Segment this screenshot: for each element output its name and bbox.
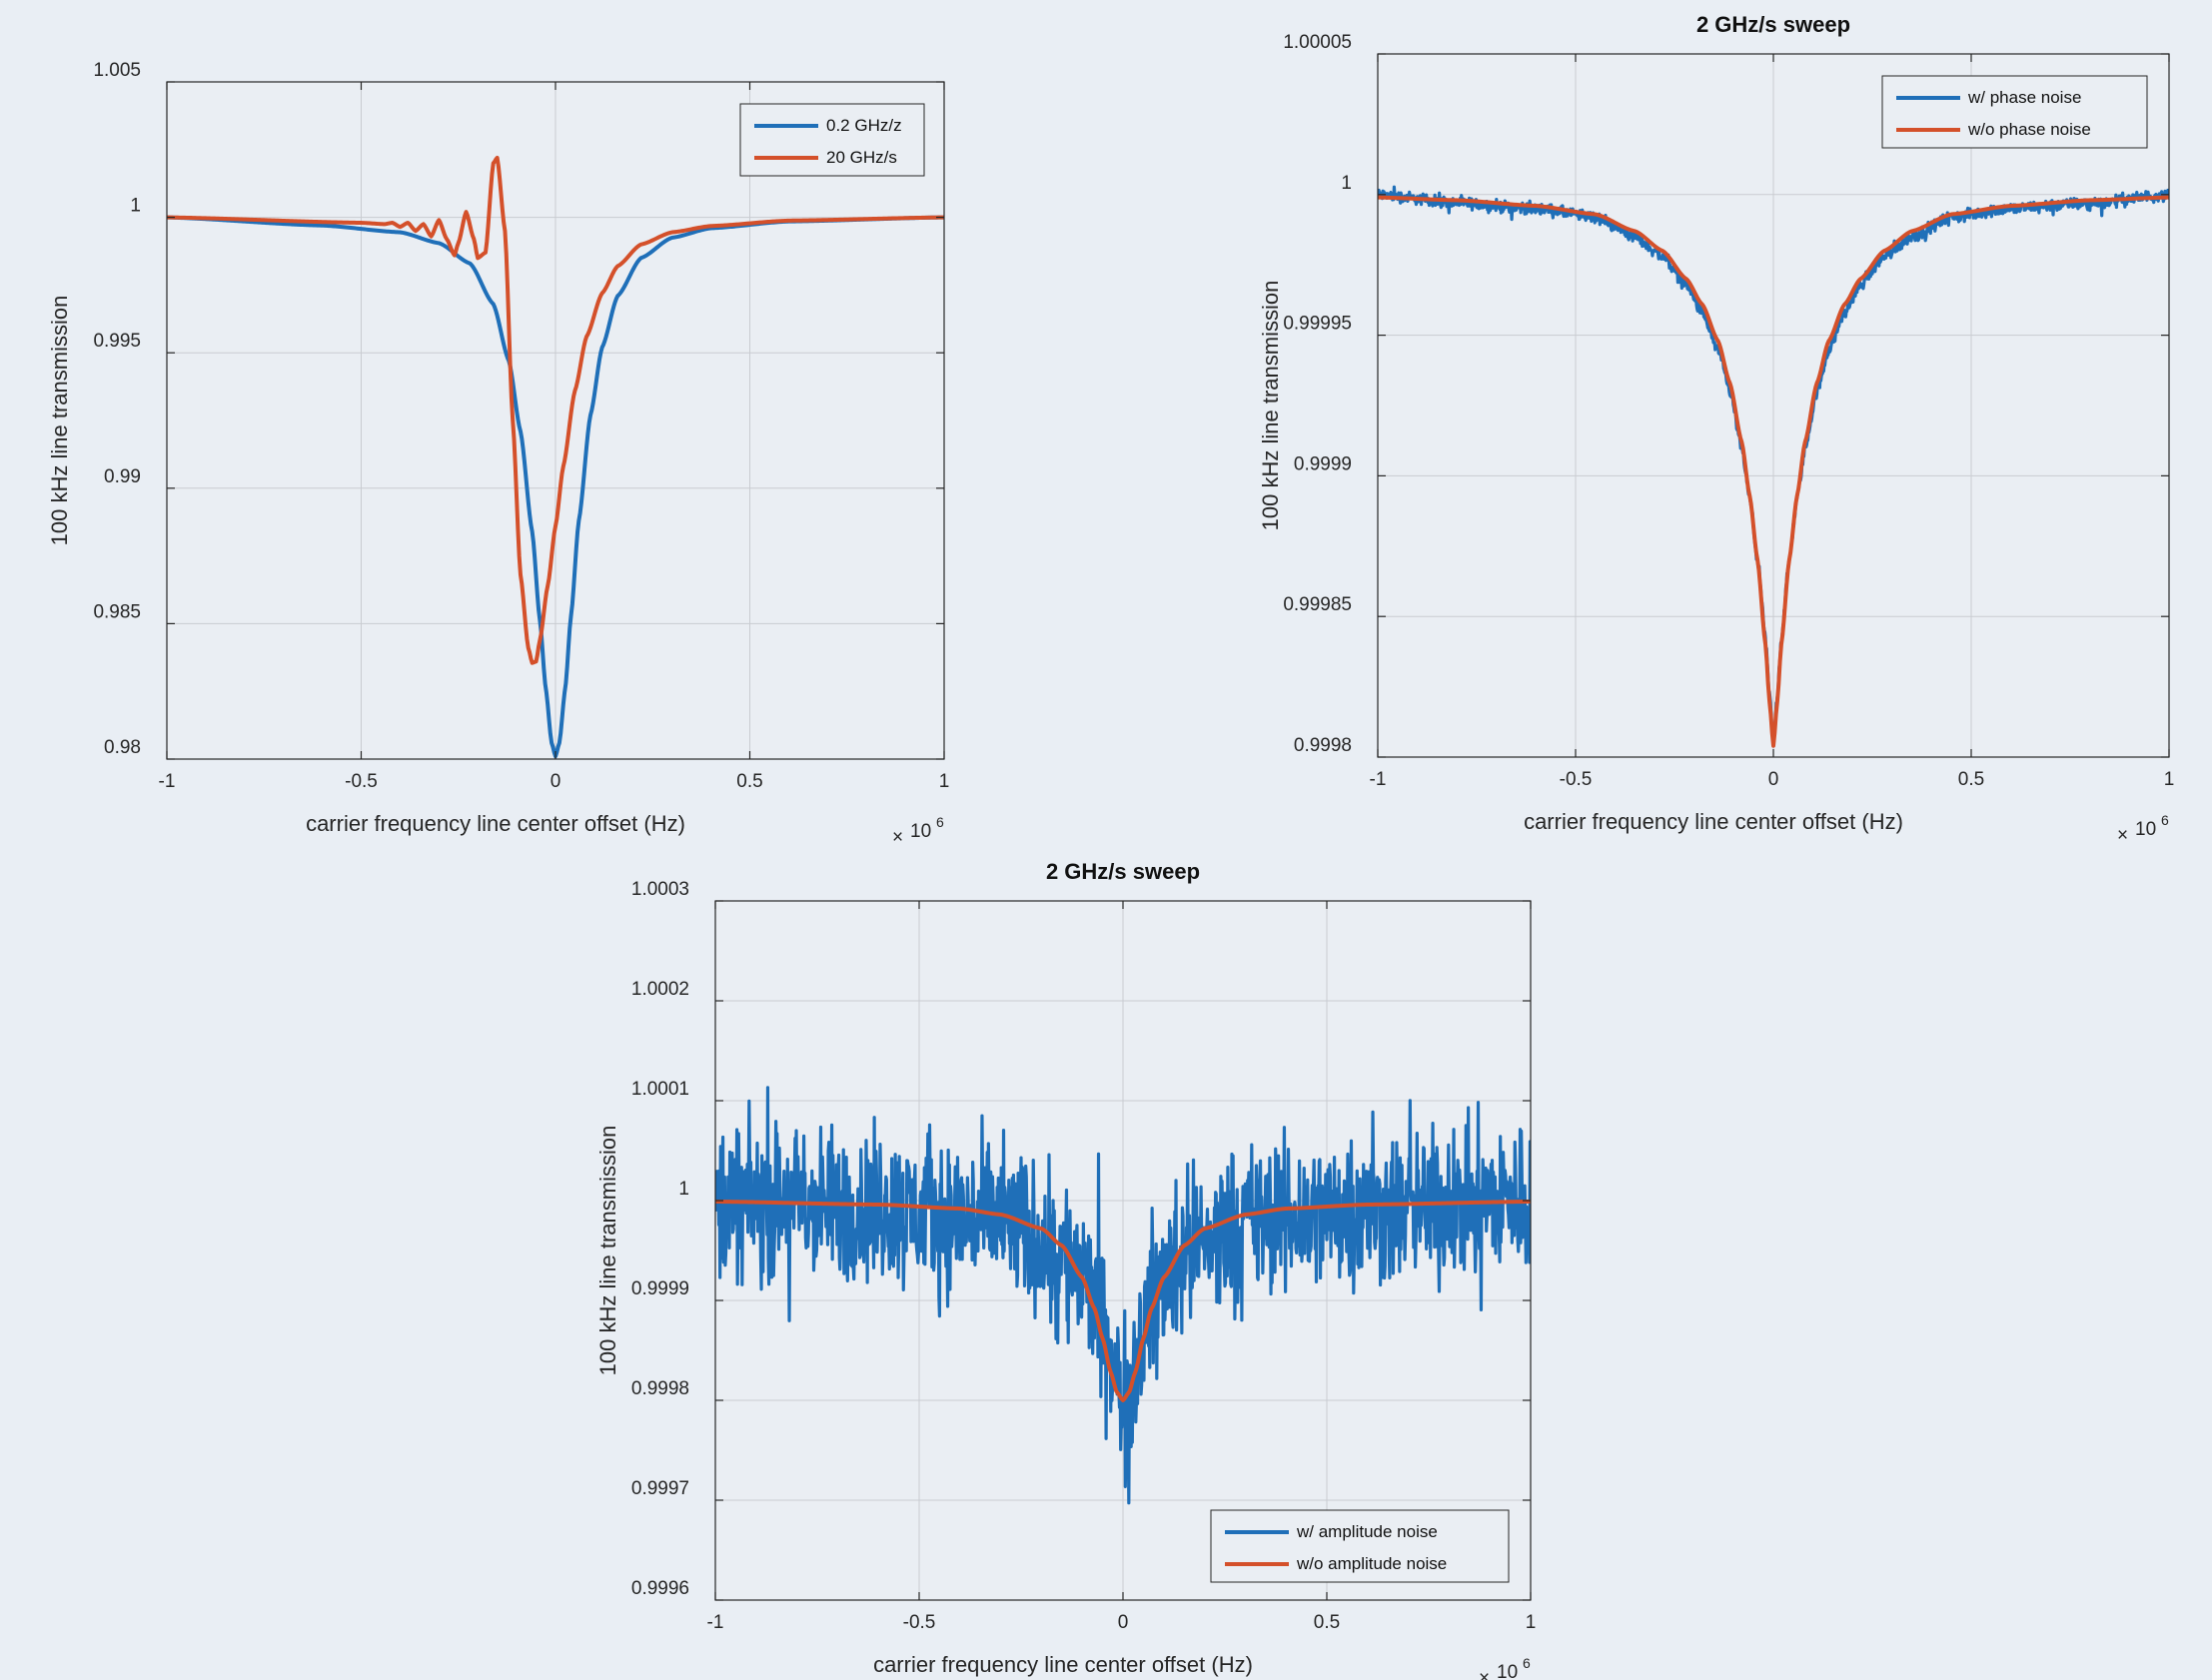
- y-tick-label: 0.9999: [1294, 453, 1352, 474]
- y-tick-label: 1: [130, 196, 141, 217]
- x-tick-label: 1: [939, 771, 950, 792]
- y-tick-label: 1.0001: [631, 1079, 689, 1100]
- y-tick-label: 1: [1341, 173, 1352, 194]
- series-line-2: [1378, 195, 2169, 748]
- x-tick-label: -1: [1370, 769, 1387, 790]
- x-tick-label: 0.5: [736, 771, 762, 792]
- x-axis-label: carrier frequency line center offset (Hz…: [1524, 809, 1903, 834]
- y-tick-label: 1.005: [93, 60, 141, 81]
- legend-box: [1881, 75, 2148, 149]
- legend: w/ phase noise w/o phase noise: [1881, 75, 2148, 149]
- x-tick-label: 0.5: [1314, 1612, 1340, 1633]
- chart-title: 2 GHz/s sweep: [1696, 12, 1850, 37]
- x-tick-label: -0.5: [345, 771, 378, 792]
- y-tick-label: 0.99: [104, 466, 141, 487]
- legend: 0.2 GHz/z 20 GHz/s: [739, 103, 925, 177]
- y-tick-label: 0.995: [93, 331, 141, 352]
- y-axis-label: 100 kHz line transmission: [595, 1126, 620, 1376]
- x-axis-label: carrier frequency line center offset (Hz…: [873, 1652, 1253, 1677]
- x-tick-label: -0.5: [903, 1612, 936, 1633]
- x-axis-label: carrier frequency line center offset (Hz…: [306, 811, 685, 836]
- y-tick-label: 1.0002: [631, 979, 689, 1000]
- x-exponent-times-icon: ×: [1479, 1668, 1490, 1680]
- x-tick-label: -1: [707, 1612, 724, 1633]
- y-tick-label: 0.99995: [1283, 314, 1352, 335]
- chart-3: -1 -0.5 0 0.5 1 0.9996 0.9997 0.9998 0.9999 1 1.00…: [595, 859, 1536, 1680]
- y-tick-label: 0.99985: [1283, 594, 1352, 615]
- x-tick-label: -0.5: [1560, 769, 1593, 790]
- x-exponent-power: 6: [2161, 812, 2169, 828]
- legend-box: [1210, 1509, 1510, 1583]
- x-tick-label: 0: [1118, 1612, 1129, 1633]
- series-line-2: [715, 1200, 1531, 1402]
- x-exponent-power: 6: [1523, 1655, 1531, 1671]
- legend-box: [739, 103, 925, 177]
- x-exponent-base: 10: [1497, 1662, 1518, 1680]
- x-exponent-power: 6: [936, 814, 944, 830]
- legend-entry: w/ phase noise: [1967, 88, 2081, 107]
- x-exponent-times-icon: ×: [2117, 825, 2128, 846]
- series-line-2: [167, 155, 944, 665]
- x-tick-label: 1: [2164, 769, 2175, 790]
- chart-1: -1 -0.5 0 0.5 1 0.98 0.985 0.99 0.995 1 1.005 carri…: [47, 60, 949, 848]
- legend-entry: w/o phase noise: [1967, 120, 2091, 139]
- y-tick-label: 1.0003: [631, 879, 689, 900]
- legend-entry: 0.2 GHz/z: [826, 116, 902, 135]
- x-tick-label: 0.5: [1958, 769, 1984, 790]
- y-axis-label: 100 kHz line transmission: [47, 296, 72, 546]
- x-tick-label: 0: [551, 771, 561, 792]
- x-exponent-base: 10: [910, 821, 931, 842]
- series-line-1: [715, 1086, 1531, 1505]
- y-tick-label: 1: [678, 1179, 689, 1200]
- x-exponent-times-icon: ×: [892, 827, 903, 848]
- x-exponent-base: 10: [2135, 819, 2156, 840]
- y-tick-label: 0.9998: [631, 1378, 689, 1399]
- x-tick-label: 0: [1768, 769, 1779, 790]
- legend-entry: w/ amplitude noise: [1296, 1522, 1438, 1541]
- legend-entry: 20 GHz/s: [826, 148, 897, 167]
- legend: w/ amplitude noise w/o amplitude noise: [1210, 1509, 1510, 1583]
- x-tick-label: -1: [159, 771, 176, 792]
- y-tick-label: 0.985: [93, 601, 141, 622]
- y-tick-label: 0.9999: [631, 1278, 689, 1299]
- chart-2: -1 -0.5 0 0.5 1 0.9998 0.99985 0.9999 0.99995 1 1.…: [1258, 12, 2174, 846]
- chart-title: 2 GHz/s sweep: [1046, 859, 1200, 884]
- y-tick-label: 0.9997: [631, 1478, 689, 1499]
- y-axis-label: 100 kHz line transmission: [1258, 281, 1283, 531]
- y-tick-label: 0.9998: [1294, 735, 1352, 756]
- x-tick-label: 1: [1526, 1612, 1537, 1633]
- y-tick-label: 1.00005: [1283, 32, 1352, 53]
- y-tick-label: 0.98: [104, 737, 141, 758]
- y-tick-label: 0.9996: [631, 1578, 689, 1599]
- legend-entry: w/o amplitude noise: [1296, 1554, 1447, 1573]
